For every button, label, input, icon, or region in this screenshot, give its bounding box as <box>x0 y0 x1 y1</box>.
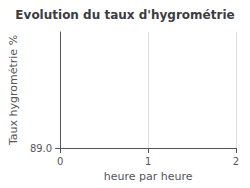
svg-text:2: 2 <box>233 156 239 167</box>
svg-text:89.0: 89.0 <box>30 143 52 154</box>
svg-text:Evolution du taux d'hygrométri: Evolution du taux d'hygrométrie <box>15 8 234 22</box>
svg-text:Taux hygrométrie %: Taux hygrométrie % <box>7 35 20 146</box>
svg-text:heure par heure: heure par heure <box>104 170 193 183</box>
svg-text:0: 0 <box>57 156 63 167</box>
svg-text:1: 1 <box>145 156 151 167</box>
